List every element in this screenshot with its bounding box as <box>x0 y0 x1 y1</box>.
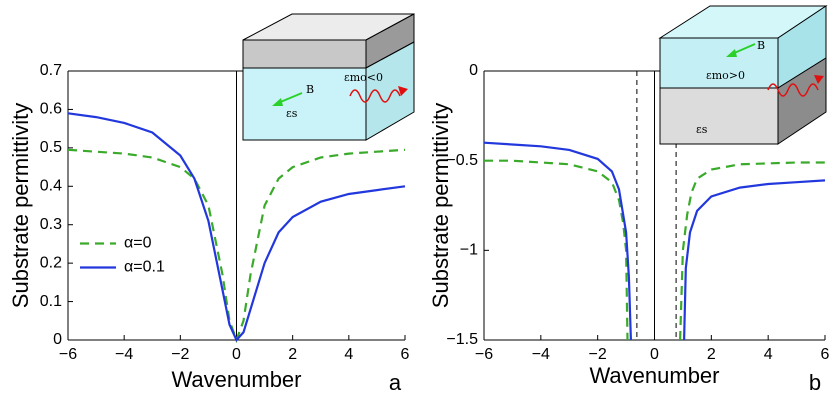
substrate-side <box>777 57 827 145</box>
substrate-front <box>242 67 367 141</box>
field-label: B <box>306 83 314 96</box>
wave-arrowhead <box>398 86 408 96</box>
x-tick-label: 2 <box>288 346 297 363</box>
x-tick-label: −6 <box>475 346 493 363</box>
y-tick-label: 0.3 <box>40 216 62 233</box>
wave <box>349 89 401 103</box>
y-tick-label: 0.5 <box>40 139 62 156</box>
y-tick-label: 0.1 <box>40 293 62 310</box>
inset-a: B εmo<0 εs <box>242 13 415 141</box>
x-tick-label: 0 <box>232 346 241 363</box>
field-arrowhead <box>272 98 283 106</box>
x-tick-label: 2 <box>707 346 716 363</box>
series-line <box>484 159 825 341</box>
field-label: B <box>757 39 765 52</box>
panel-label: b <box>809 370 821 395</box>
panel: −6 −4 −2 0 2 4 6 0 0.1 0.2 0.3 0.4 0.5 0.6 0.7 α=0 α=0.1… <box>8 62 410 395</box>
layer-front <box>659 37 779 89</box>
y-axis-label: Substrate permittivity <box>428 103 453 308</box>
x-axis-label: Wavenumber <box>589 363 719 388</box>
x-tick-label: 4 <box>344 346 353 363</box>
substrate-label: εs <box>696 123 708 136</box>
x-tick-label: −2 <box>171 346 189 363</box>
legend-label: α=0 <box>124 235 152 252</box>
panel: −6 −4 −2 0 2 4 6−1.5−1−0.50WavenumberSubstrate… <box>428 62 830 395</box>
legend-label: α=0.1 <box>124 259 165 276</box>
y-tick-label: 0.6 <box>40 101 62 118</box>
inset-b: B εmo>0 εs <box>658 5 828 145</box>
y-tick-label: 0.2 <box>40 254 62 271</box>
x-tick-label: −4 <box>115 346 133 363</box>
y-tick-label: 0 <box>469 62 478 79</box>
x-tick-label: 6 <box>821 346 830 363</box>
substrate-front <box>659 87 779 145</box>
substrate-side <box>365 41 415 141</box>
x-tick-label: 0 <box>650 346 659 363</box>
y-tick-label: 0 <box>53 331 62 348</box>
y-tick-label: −0.5 <box>446 152 478 169</box>
x-axis-label: Wavenumber <box>171 367 301 392</box>
y-axis-label: Substrate permittivity <box>8 103 33 308</box>
field-arrow <box>277 92 303 104</box>
y-tick-label: 0.4 <box>40 178 62 195</box>
y-tick-label: −1.5 <box>446 331 478 348</box>
x-tick-label: −2 <box>589 346 607 363</box>
series-line <box>483 141 826 341</box>
layer-label: εmo>0 <box>706 69 745 82</box>
wave <box>767 83 819 97</box>
x-tick-label: −6 <box>59 346 77 363</box>
wave-arrowhead <box>814 75 824 84</box>
series-line <box>67 112 406 342</box>
x-tick-label: 6 <box>401 346 410 363</box>
y-tick-label: 0.7 <box>40 62 62 79</box>
y-tick-label: −1 <box>460 242 478 259</box>
layer-front <box>242 39 367 69</box>
x-tick-label: 4 <box>764 346 773 363</box>
x-tick-label: −4 <box>532 346 550 363</box>
panel-label: a <box>389 370 402 395</box>
field-arrowhead <box>726 49 737 57</box>
substrate-label: εs <box>286 107 298 120</box>
layer-label: εmo<0 <box>344 71 383 84</box>
